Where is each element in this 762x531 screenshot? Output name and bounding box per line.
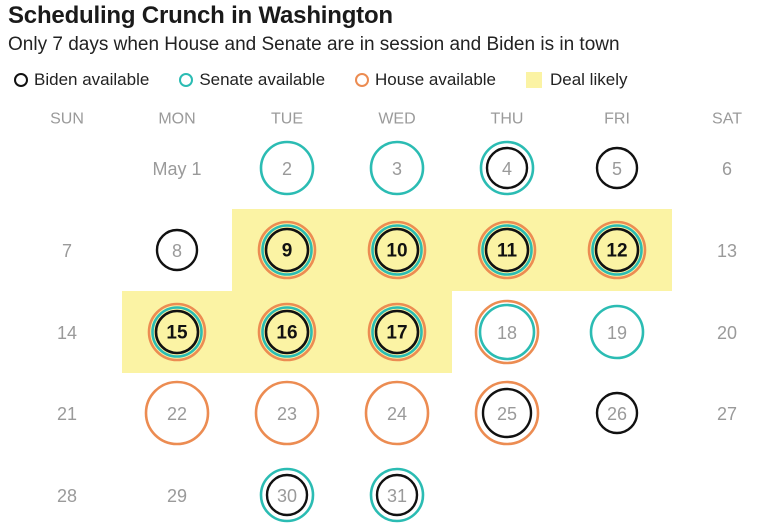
day-label-28: 28 xyxy=(57,486,77,506)
chart-subtitle: Only 7 days when House and Senate are in… xyxy=(8,34,620,55)
day-label-4: 4 xyxy=(502,159,512,179)
biden-ring-30 xyxy=(265,473,309,517)
day-label-13: 13 xyxy=(717,241,737,261)
biden-ring-16 xyxy=(264,309,310,355)
day-label-19: 19 xyxy=(607,323,627,343)
biden-ring-12 xyxy=(594,227,640,273)
legend-label-senate: Senate available xyxy=(199,70,326,89)
senate-ring-15 xyxy=(151,306,203,358)
biden-ring-5 xyxy=(595,146,639,190)
legend-marker-deal xyxy=(526,72,542,88)
weekday-sun: SUN xyxy=(50,111,84,128)
day-label-15: 15 xyxy=(166,323,188,344)
day-label-20: 20 xyxy=(717,323,737,343)
biden-ring-4 xyxy=(485,146,529,190)
day-label-29: 29 xyxy=(167,486,187,506)
day-label-may-1: May 1 xyxy=(152,159,201,179)
house-ring-22 xyxy=(144,380,210,446)
day-label-23: 23 xyxy=(277,404,297,424)
house-ring-25 xyxy=(474,380,540,446)
day-label-9: 9 xyxy=(282,241,293,262)
day-label-8: 8 xyxy=(172,241,182,261)
weekday-thu: THU xyxy=(491,111,524,128)
day-label-17: 17 xyxy=(386,323,407,344)
legend-marker-biden xyxy=(14,73,28,87)
biden-ring-26 xyxy=(595,391,639,435)
house-ring-12 xyxy=(587,220,647,280)
day-label-25: 25 xyxy=(497,404,517,424)
house-ring-23 xyxy=(254,380,320,446)
day-label-31: 31 xyxy=(387,486,407,506)
biden-ring-8 xyxy=(155,228,199,272)
house-ring-18 xyxy=(474,299,540,365)
day-label-7: 7 xyxy=(62,241,72,261)
day-label-16: 16 xyxy=(276,323,297,344)
legend-marker-house xyxy=(355,73,370,87)
day-label-2: 2 xyxy=(282,159,292,179)
biden-ring-25 xyxy=(481,387,533,439)
senate-ring-17 xyxy=(371,306,423,358)
house-ring-11 xyxy=(477,220,537,280)
weekday-mon: MON xyxy=(158,111,195,128)
legend-item-biden: Biden available xyxy=(14,70,149,90)
legend-marker-senate xyxy=(179,73,194,87)
biden-ring-15 xyxy=(154,309,200,355)
day-label-24: 24 xyxy=(387,404,407,424)
senate-ring-11 xyxy=(481,224,533,276)
weekday-tue: TUE xyxy=(271,111,303,128)
biden-ring-11 xyxy=(484,227,530,273)
day-label-12: 12 xyxy=(606,241,627,262)
day-label-3: 3 xyxy=(392,159,402,179)
senate-ring-4 xyxy=(479,140,535,196)
legend-item-senate: Senate available xyxy=(179,70,325,90)
senate-ring-16 xyxy=(261,306,313,358)
day-label-11: 11 xyxy=(497,241,518,262)
day-label-5: 5 xyxy=(612,159,622,179)
biden-ring-10 xyxy=(374,227,420,273)
senate-ring-18 xyxy=(478,303,536,361)
day-label-14: 14 xyxy=(57,323,77,343)
senate-ring-12 xyxy=(591,224,643,276)
house-ring-24 xyxy=(364,380,430,446)
weekday-fri: FRI xyxy=(604,111,630,128)
legend-label-biden: Biden available xyxy=(34,70,150,89)
day-label-6: 6 xyxy=(722,159,732,179)
weekday-wed: WED xyxy=(378,111,415,128)
biden-ring-17 xyxy=(374,309,420,355)
biden-ring-31 xyxy=(375,473,419,517)
chart-title: Scheduling Crunch in Washington xyxy=(8,2,393,29)
house-ring-15 xyxy=(147,302,207,362)
day-label-18: 18 xyxy=(497,323,517,343)
day-label-26: 26 xyxy=(607,404,627,424)
day-label-21: 21 xyxy=(57,404,77,424)
senate-ring-2 xyxy=(259,140,315,196)
day-label-10: 10 xyxy=(386,241,407,262)
legend: Biden available Senate available House a… xyxy=(14,68,627,92)
senate-ring-30 xyxy=(259,467,315,523)
senate-ring-9 xyxy=(261,224,313,276)
legend-label-house: House available xyxy=(375,70,496,89)
house-ring-9 xyxy=(257,220,317,280)
day-label-27: 27 xyxy=(717,404,737,424)
house-ring-10 xyxy=(367,220,427,280)
house-ring-17 xyxy=(367,302,427,362)
senate-ring-3 xyxy=(369,140,425,196)
weekday-sat: SAT xyxy=(712,111,742,128)
senate-ring-31 xyxy=(369,467,425,523)
legend-item-deal: Deal likely xyxy=(526,70,627,90)
legend-item-house: House available xyxy=(355,70,496,90)
house-ring-16 xyxy=(257,302,317,362)
biden-ring-9 xyxy=(264,227,310,273)
legend-label-deal: Deal likely xyxy=(550,70,628,89)
day-label-30: 30 xyxy=(277,486,297,506)
senate-ring-19 xyxy=(589,304,645,360)
day-label-22: 22 xyxy=(167,404,187,424)
senate-ring-10 xyxy=(371,224,423,276)
